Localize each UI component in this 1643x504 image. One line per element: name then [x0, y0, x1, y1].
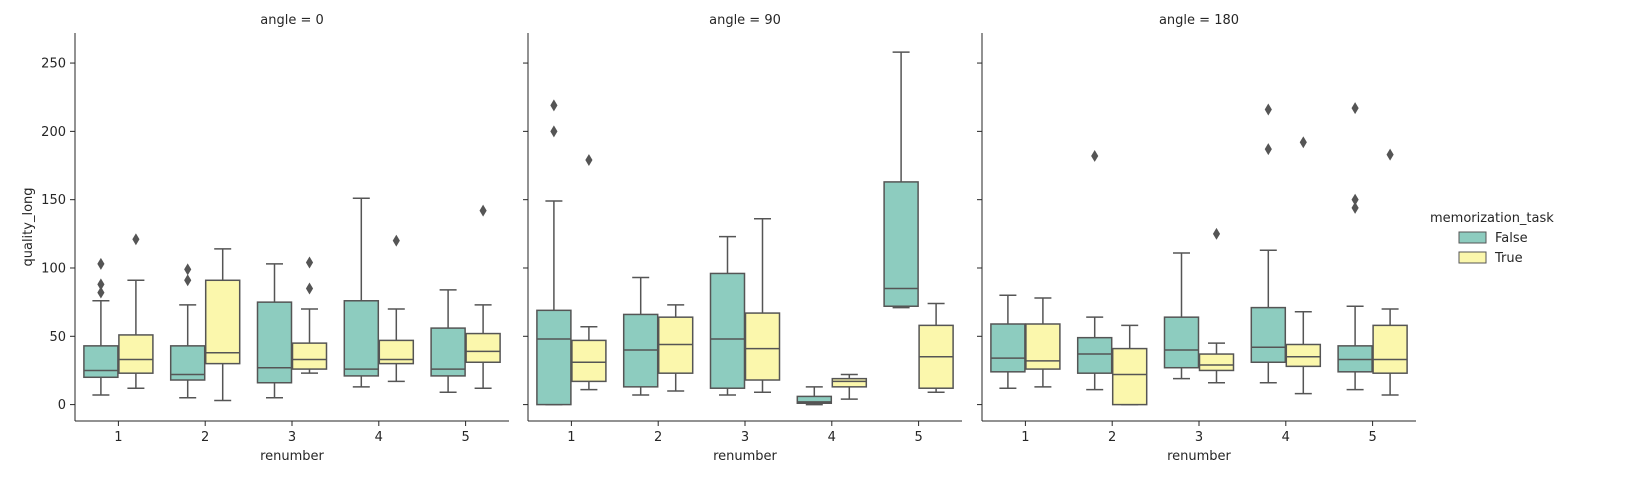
box [1198, 353, 1235, 372]
outlier-point [1351, 201, 1359, 214]
box [1076, 336, 1113, 374]
box [571, 339, 607, 383]
legend-title: memorization_task [1430, 211, 1554, 226]
outlier-point [1264, 143, 1272, 156]
outlier-point [1091, 149, 1099, 162]
box [1111, 347, 1148, 406]
legend-label: False [1495, 231, 1528, 246]
x-axis-label: renumber [713, 449, 777, 464]
box [1285, 343, 1322, 368]
y-axis-label: quality_long [21, 187, 36, 266]
outlier-point [392, 234, 400, 247]
box [796, 395, 833, 404]
outlier-point [305, 256, 314, 269]
box [465, 332, 501, 364]
outlier-point [479, 204, 487, 217]
x-tick-label: 1 [567, 430, 575, 445]
box [536, 309, 572, 406]
legend-swatch [1458, 251, 1487, 264]
legend-swatch [1458, 231, 1487, 244]
outlier-point [550, 99, 558, 112]
box [83, 345, 119, 379]
panel-title: angle = 90 [709, 13, 781, 28]
y-tick-label: 100 [41, 261, 66, 276]
outlier-point [585, 154, 593, 167]
box [744, 312, 781, 381]
box [709, 272, 746, 389]
outlier-point [1386, 148, 1394, 161]
x-tick-label: 3 [1195, 430, 1203, 445]
x-axis-label: renumber [1167, 449, 1231, 464]
outlier-point [1264, 103, 1272, 116]
x-tick-label: 3 [288, 430, 296, 445]
y-tick-label: 150 [41, 193, 66, 208]
x-tick-label: 2 [1108, 430, 1116, 445]
x-tick-label: 2 [201, 430, 209, 445]
box [1025, 323, 1061, 370]
outlier-point [1351, 193, 1359, 206]
box [831, 377, 868, 388]
outlier-point [97, 286, 105, 299]
x-tick-label: 1 [114, 430, 122, 445]
x-tick-label: 3 [741, 430, 749, 445]
box [378, 339, 415, 365]
box [883, 181, 919, 307]
outlier-point [97, 257, 105, 270]
outlier-point [550, 125, 558, 138]
outlier-point [184, 274, 192, 287]
x-tick-label: 5 [461, 430, 469, 445]
y-tick-label: 250 [41, 57, 66, 72]
outlier-point [184, 263, 192, 276]
box [256, 301, 293, 384]
outlier-point [1212, 227, 1221, 240]
y-tick-label: 0 [58, 398, 66, 413]
x-tick-label: 2 [654, 430, 662, 445]
box [343, 300, 380, 377]
x-tick-label: 5 [1368, 430, 1376, 445]
box [118, 334, 154, 374]
box [291, 342, 328, 370]
outlier-point [1299, 136, 1307, 149]
x-tick-label: 1 [1021, 430, 1029, 445]
x-tick-label: 4 [828, 430, 836, 445]
x-axis-label: renumber [260, 449, 324, 464]
box [204, 279, 241, 365]
panel-title: angle = 0 [260, 13, 324, 28]
outlier-point [132, 233, 140, 246]
box [1163, 316, 1200, 369]
y-tick-label: 50 [49, 330, 66, 345]
box [990, 323, 1026, 373]
x-tick-label: 4 [1282, 430, 1290, 445]
outlier-point [305, 282, 314, 295]
outlier-point [1351, 102, 1359, 115]
outlier-point [97, 278, 105, 291]
box [1250, 306, 1287, 364]
box [430, 327, 466, 377]
box [1372, 324, 1408, 374]
x-tick-label: 5 [914, 430, 922, 445]
x-tick-label: 4 [375, 430, 383, 445]
legend-label: True [1494, 251, 1523, 266]
y-tick-label: 200 [41, 125, 66, 140]
panel-title: angle = 180 [1159, 13, 1239, 28]
